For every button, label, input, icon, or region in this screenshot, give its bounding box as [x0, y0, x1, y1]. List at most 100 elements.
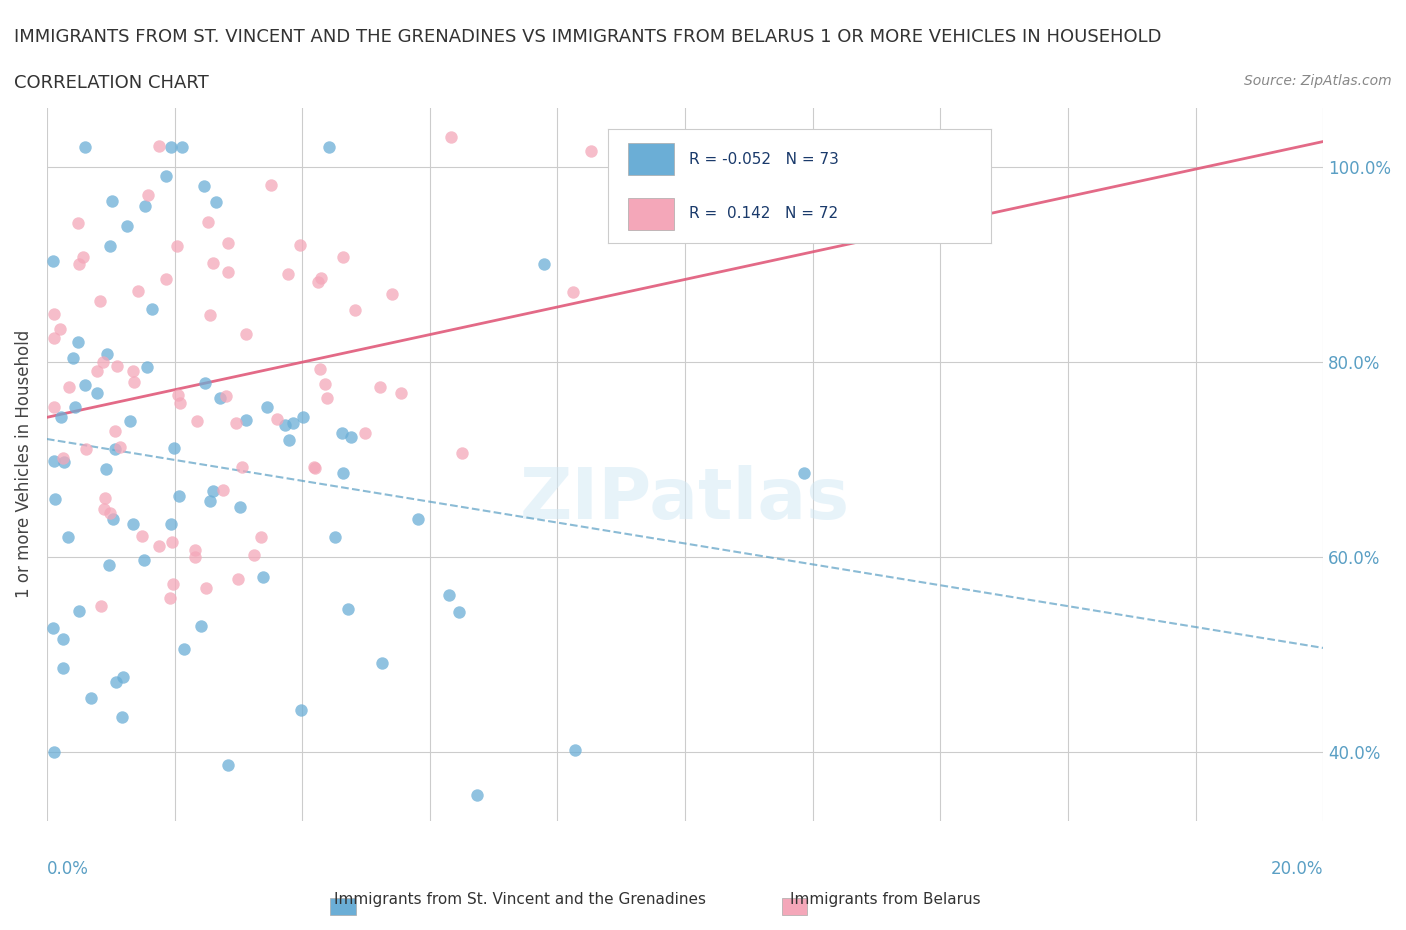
Point	[186, 414, 208, 429]
Text: 0.0%: 0.0%	[46, 859, 89, 878]
Point	[231, 459, 253, 474]
Point	[173, 641, 195, 656]
Point	[278, 433, 301, 448]
Point	[371, 656, 394, 671]
Point	[89, 293, 111, 308]
Point	[533, 257, 555, 272]
Point	[184, 542, 207, 557]
Point	[42, 620, 65, 635]
Point	[98, 505, 121, 520]
Point	[160, 535, 183, 550]
Point	[104, 442, 127, 457]
Point	[42, 330, 65, 345]
Point	[198, 307, 221, 322]
Point	[309, 362, 332, 377]
Point	[75, 378, 97, 392]
Point	[437, 588, 460, 603]
Point	[91, 354, 114, 369]
Point	[136, 359, 159, 374]
Point	[148, 139, 170, 153]
Point	[155, 272, 177, 286]
Point	[316, 391, 339, 405]
Point	[381, 286, 404, 301]
Point	[229, 499, 252, 514]
Point	[117, 219, 139, 233]
Text: ZIPatlas: ZIPatlas	[520, 465, 851, 535]
Point	[52, 660, 75, 675]
Point	[226, 571, 249, 586]
Point	[194, 580, 217, 595]
Point	[217, 265, 239, 280]
Point	[292, 409, 315, 424]
Point	[134, 199, 156, 214]
Point	[235, 412, 257, 427]
Text: Immigrants from St. Vincent and the Grenadines: Immigrants from St. Vincent and the Gren…	[335, 892, 706, 907]
Point	[332, 250, 354, 265]
Point	[121, 517, 143, 532]
Point	[110, 711, 132, 725]
Point	[793, 466, 815, 481]
Point	[42, 307, 65, 322]
Point	[155, 169, 177, 184]
Point	[62, 351, 84, 365]
Text: IMMIGRANTS FROM ST. VINCENT AND THE GRENADINES VS IMMIGRANTS FROM BELARUS 1 OR M: IMMIGRANTS FROM ST. VINCENT AND THE GREN…	[14, 28, 1161, 46]
Point	[96, 347, 118, 362]
Point	[242, 548, 264, 563]
Point	[58, 380, 80, 395]
Point	[277, 267, 299, 282]
Point	[51, 410, 73, 425]
Text: Immigrants from Belarus: Immigrants from Belarus	[790, 892, 981, 907]
Point	[579, 144, 602, 159]
Point	[217, 235, 239, 250]
Point	[93, 491, 115, 506]
Point	[98, 238, 121, 253]
Point	[564, 743, 586, 758]
Point	[450, 445, 472, 460]
Point	[63, 400, 86, 415]
Point	[562, 285, 585, 299]
Point	[449, 604, 471, 619]
Point	[465, 787, 488, 802]
Point	[96, 461, 118, 476]
Point	[208, 391, 231, 405]
Point	[48, 322, 70, 337]
Point	[184, 550, 207, 565]
Point	[72, 249, 94, 264]
Point	[318, 140, 340, 154]
Point	[314, 377, 336, 392]
Text: 20.0%: 20.0%	[1271, 859, 1323, 878]
Point	[170, 140, 193, 154]
Point	[136, 187, 159, 202]
Point	[86, 364, 108, 379]
Point	[274, 418, 297, 432]
Point	[160, 516, 183, 531]
Point	[250, 530, 273, 545]
Point	[42, 453, 65, 468]
Point	[108, 439, 131, 454]
Point	[132, 553, 155, 568]
Point	[197, 214, 219, 229]
Point	[252, 569, 274, 584]
Point	[66, 335, 89, 350]
Point	[290, 702, 312, 717]
Point	[406, 512, 429, 526]
Point	[131, 529, 153, 544]
Point	[103, 424, 125, 439]
Y-axis label: 1 or more Vehicles in Household: 1 or more Vehicles in Household	[15, 330, 32, 598]
Point	[163, 441, 186, 456]
Point	[101, 193, 124, 208]
Point	[42, 253, 65, 268]
Point	[260, 178, 283, 193]
Point	[225, 416, 247, 431]
Point	[44, 491, 66, 506]
Point	[122, 374, 145, 389]
Point	[169, 395, 191, 410]
Point	[166, 239, 188, 254]
Point	[200, 494, 222, 509]
Point	[389, 386, 412, 401]
Point	[340, 430, 363, 445]
Point	[235, 326, 257, 341]
Point	[67, 604, 90, 619]
Point	[304, 460, 326, 475]
Point	[193, 179, 215, 193]
